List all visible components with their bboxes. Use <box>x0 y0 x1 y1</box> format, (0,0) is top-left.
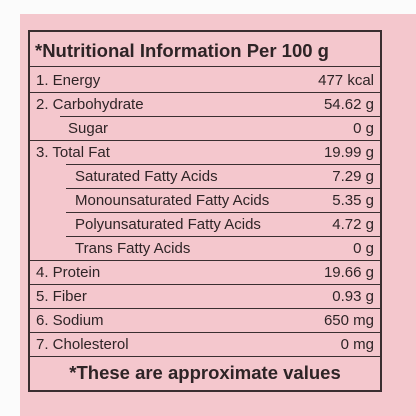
row-value: 650 mg <box>323 312 374 329</box>
row: Sugar 0 g <box>30 116 380 140</box>
label-background: *Nutritional Information Per 100 g 1. En… <box>20 14 416 416</box>
row-value: 4.72 g <box>332 216 374 233</box>
row-value: 7.29 g <box>332 168 374 185</box>
row: 1. Energy 477 kcal <box>30 68 380 92</box>
row-label: 6. Sodium <box>36 312 104 329</box>
row-value: 477 kcal <box>318 72 374 89</box>
row-label: Trans Fatty Acids <box>75 240 191 257</box>
row: Polyunsaturated Fatty Acids 4.72 g <box>30 212 380 236</box>
row-label: Polyunsaturated Fatty Acids <box>75 216 261 233</box>
row-value: 0 mg <box>340 336 374 353</box>
nutrition-table: *Nutritional Information Per 100 g 1. En… <box>28 30 382 392</box>
row-value: 5.35 g <box>332 192 374 209</box>
table-title: *Nutritional Information Per 100 g <box>30 32 380 67</box>
row: 6. Sodium 650 mg <box>30 308 380 332</box>
row-label: Monounsaturated Fatty Acids <box>75 192 270 209</box>
row-label: Saturated Fatty Acids <box>75 168 218 185</box>
row-value: 54.62 g <box>323 96 374 113</box>
row-value: 0 g <box>353 120 374 137</box>
row-label: 5. Fiber <box>36 288 87 305</box>
row: Saturated Fatty Acids 7.29 g <box>30 164 380 188</box>
row-label: 2. Carbohydrate <box>36 96 144 113</box>
row: Trans Fatty Acids 0 g <box>30 236 380 260</box>
row-label: 4. Protein <box>36 264 101 281</box>
row-value: 0.93 g <box>332 288 374 305</box>
row-value: 19.66 g <box>323 264 374 281</box>
row: 4. Protein 19.66 g <box>30 260 380 284</box>
row: 3. Total Fat 19.99 g <box>30 140 380 164</box>
row-value: 0 g <box>353 240 374 257</box>
row-value: 19.99 g <box>323 144 374 161</box>
row: 7. Cholesterol 0 mg <box>30 332 380 356</box>
row-label: Sugar <box>68 120 109 137</box>
row: 2. Carbohydrate 54.62 g <box>30 92 380 116</box>
rows: 1. Energy 477 kcal 2. Carbohydrate 54.62 g… <box>30 68 380 356</box>
row: Monounsaturated Fatty Acids 5.35 g <box>30 188 380 212</box>
footnote: *These are approximate values <box>30 356 380 391</box>
row-label: 1. Energy <box>36 72 101 89</box>
row-label: 3. Total Fat <box>36 144 110 161</box>
row-label: 7. Cholesterol <box>36 336 129 353</box>
row: 5. Fiber 0.93 g <box>30 284 380 308</box>
